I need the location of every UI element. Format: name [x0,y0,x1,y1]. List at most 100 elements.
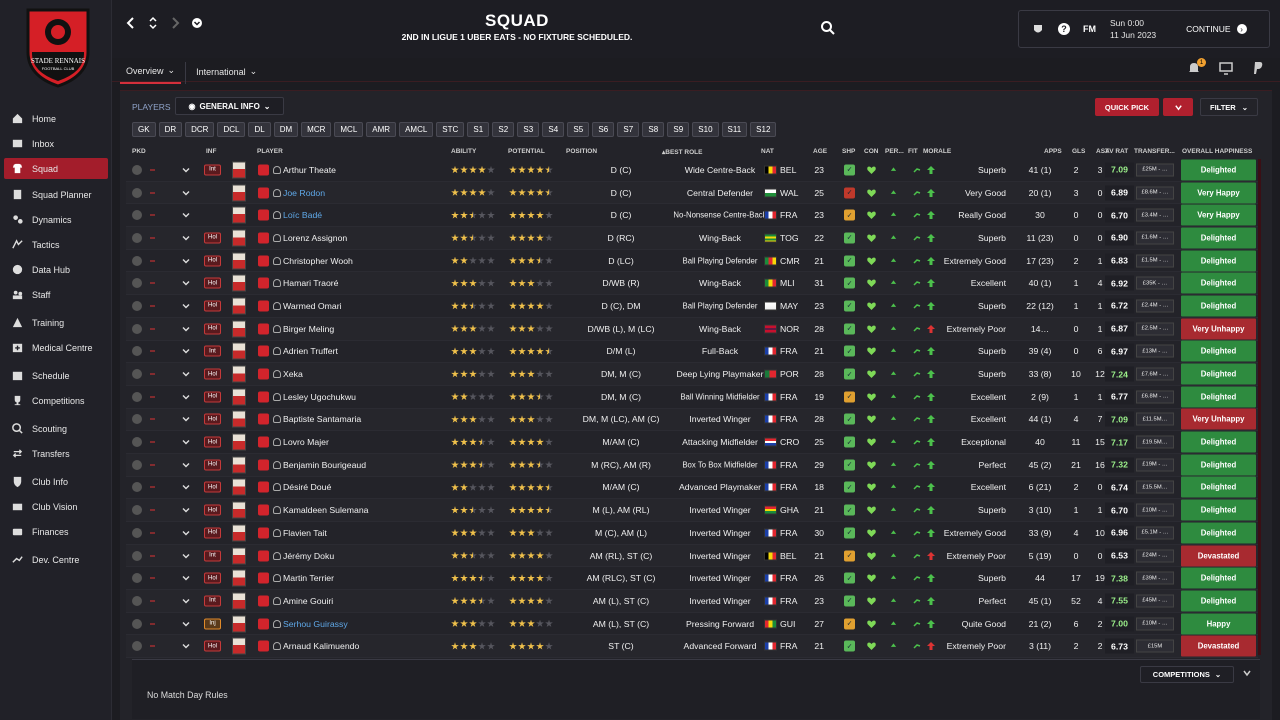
info-badge[interactable]: Int [204,345,221,357]
pick-toggle[interactable] [132,573,142,584]
position-filter-s4[interactable]: S4 [542,122,565,137]
info-badge[interactable]: Hol [204,323,221,335]
player-name[interactable]: Hamari Traoré [283,278,339,289]
player-name[interactable]: Martin Terrier [283,573,335,584]
sidebar-item-training[interactable]: Training [0,310,112,335]
table-row[interactable]: Hol Benjamin Bourigeaud M (RC), AM (R) Box … [126,453,1258,477]
chevron-down-icon[interactable] [182,234,190,242]
view-selector[interactable]: ◉ GENERAL INFO ⌄ [175,97,284,115]
chevron-down-icon[interactable] [182,279,190,287]
table-row[interactable]: Hol Arnaud Kalimuendo ST (C) Advanced Forwa… [126,635,1258,659]
manager-icon[interactable] [1031,22,1045,36]
col-potential[interactable]: POTENTIAL [508,148,545,155]
pick-toggle[interactable] [132,346,142,357]
position-filter-s7[interactable]: S7 [617,122,640,137]
col-player[interactable]: PLAYER [257,148,283,155]
sidebar-item-medical-centre[interactable]: Medical Centre [0,335,112,360]
table-row[interactable]: Loïc Badé D (C) No-Nonsense Centre-Back FRA… [126,204,1258,228]
pick-toggle[interactable] [132,641,142,652]
position-filter-s1[interactable]: S1 [467,122,490,137]
sidebar-item-competitions[interactable]: Competitions [0,388,112,413]
table-row[interactable]: Hol Baptiste Santamaria DM, M (LC), AM (C)… [126,408,1258,432]
player-name[interactable]: Flavien Tait [283,527,327,538]
player-name[interactable]: Serhou Guirassy [283,618,348,629]
chevron-down-icon[interactable] [182,552,190,560]
sidebar-item-dev-centre[interactable]: Dev. Centre [0,547,112,572]
position-filter-s11[interactable]: S11 [721,122,748,137]
position-filter-s3[interactable]: S3 [517,122,540,137]
col-fit[interactable]: FIT [908,148,918,155]
chevron-down-icon[interactable] [182,189,190,197]
col-age[interactable]: AGE [813,148,828,155]
info-badge[interactable]: Hol [204,640,221,652]
chevron-down-icon[interactable] [182,211,190,219]
tab-international[interactable]: International ⌄ [185,62,263,84]
notifications-icon[interactable]: 1 [1186,58,1206,76]
competitions-button[interactable]: COMPETITIONS ⌄ [1140,666,1234,683]
position-filter-s10[interactable]: S10 [692,122,719,137]
info-badge[interactable]: Hol [204,436,221,448]
chevron-down-icon[interactable] [182,257,190,265]
chevron-down-icon[interactable] [182,166,190,174]
table-row[interactable]: Hol Kamaldeen Sulemana M (L), AM (RL) Inver… [126,499,1258,522]
info-badge[interactable]: Int [204,595,221,607]
player-name[interactable]: Warmed Omari [283,300,342,311]
quick-pick-dropdown[interactable] [1163,98,1193,116]
chevron-down-icon[interactable] [182,529,190,537]
help-icon[interactable]: ? [1057,22,1071,36]
table-row[interactable]: Hol Lovro Majer M/AM (C) Attacking Midfield… [126,431,1258,454]
table-row[interactable]: Hol Christopher Wooh D (LC) Ball Playing De… [126,250,1258,273]
position-filter-dr[interactable]: DR [158,122,183,137]
table-row[interactable]: Int Arthur Theate D (C) Wide Centre-Back BEL… [126,159,1258,182]
back-icon[interactable] [124,16,138,30]
table-row[interactable]: Hol Birger Meling D/WB (L), M (LC) Wing-Bac… [126,317,1258,341]
player-name[interactable]: Benjamin Bourigeaud [283,459,367,470]
col-position[interactable]: POSITION [566,148,598,155]
position-filter-dl[interactable]: DL [248,122,271,137]
info-badge[interactable]: Inj [204,618,221,630]
table-row[interactable]: Hol Lorenz Assignon D (RC) Wing-Back TOG 22 ✓ S… [126,227,1258,250]
info-badge[interactable]: Hol [204,481,221,493]
pick-toggle[interactable] [132,232,142,243]
col-pkd[interactable]: PKD [132,148,146,155]
table-row[interactable]: Int Jérémy Doku AM (RL), ST (C) Inverted Wi… [126,544,1258,568]
pick-toggle[interactable] [132,369,142,380]
table-row[interactable]: Hol Warmed Omari D (C), DM Ball Playing Def… [126,295,1258,318]
history-dropdown-icon[interactable] [190,16,204,30]
info-badge[interactable]: Hol [204,300,221,312]
chevron-down-icon[interactable] [182,597,190,605]
sidebar-item-data-hub[interactable]: Data Hub [0,257,112,282]
info-badge[interactable]: Hol [204,232,221,244]
pick-toggle[interactable] [132,482,142,493]
expand-icon[interactable] [1242,668,1252,678]
pick-toggle[interactable] [132,300,142,311]
up-down-icon[interactable] [146,16,160,30]
pick-toggle[interactable] [132,391,142,402]
filter-button[interactable]: FILTER ⌄ [1200,98,1258,116]
pick-toggle[interactable] [132,505,142,516]
info-badge[interactable]: Hol [204,413,221,425]
info-badge[interactable]: Hol [204,391,221,403]
sidebar-item-finances[interactable]: Finances [0,519,112,544]
table-row[interactable]: Inj Serhou Guirassy AM (L), ST (C) Pressing… [126,613,1258,636]
sidebar-item-squad-planner[interactable]: Squad Planner [0,182,112,207]
pick-toggle[interactable] [132,210,142,221]
player-name[interactable]: Loïc Badé [283,210,323,221]
info-badge[interactable]: Hol [204,572,221,584]
continue-button[interactable]: CONTINUE › [1186,24,1247,34]
chevron-down-icon[interactable] [182,302,190,310]
player-name[interactable]: Jérémy Doku [283,550,335,561]
pick-toggle[interactable] [132,527,142,538]
club-crest[interactable]: STADE RENNAIS FOOTBALL CLUB [24,6,92,88]
position-filter-amcl[interactable]: AMCL [399,122,434,137]
chevron-down-icon[interactable] [182,325,190,333]
position-filter-s9[interactable]: S9 [667,122,690,137]
sidebar-item-staff[interactable]: Staff [0,282,112,307]
pick-toggle[interactable] [132,323,142,334]
info-badge[interactable]: Hol [204,255,221,267]
chevron-down-icon[interactable] [182,506,190,514]
player-name[interactable]: Arthur Theate [283,164,336,175]
col-shp[interactable]: SHP [842,148,856,155]
position-filter-s6[interactable]: S6 [592,122,615,137]
position-filter-dcr[interactable]: DCR [185,122,215,137]
